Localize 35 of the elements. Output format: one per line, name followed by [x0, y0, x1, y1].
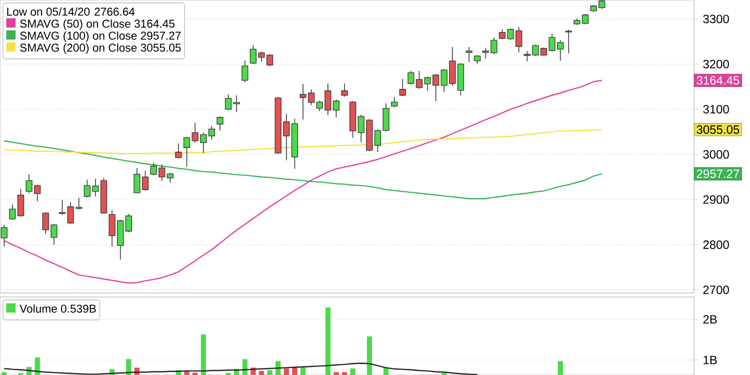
legend-label: SMAVG (50) on Close 3164.45 [20, 19, 174, 30]
candlestick [466, 46, 472, 62]
candlestick [565, 29, 572, 54]
y-tick-label: 2B [703, 315, 717, 324]
candlestick [332, 98, 340, 118]
legend-label: Volume 0.539B [20, 304, 96, 313]
candlestick [216, 116, 224, 131]
candlestick [175, 143, 182, 159]
legend-label: SMAVG (100) on Close 2957.27 [20, 31, 181, 42]
candlestick [125, 214, 132, 232]
y-tick-label: 3300 [703, 14, 729, 24]
candlestick [399, 78, 406, 97]
annotation: Low on 05/14/20 [7, 7, 90, 16]
y-tick-label: 1B [704, 356, 717, 364]
y-tick-label: 2800 [703, 240, 729, 249]
y-tick-label: 3100 [703, 104, 729, 114]
candlestick [224, 94, 232, 111]
annotation: 2766.64 [94, 8, 135, 16]
y-tick-label: 3200 [703, 60, 729, 68]
text: 2957.27 [696, 170, 740, 178]
y-tick-label: 2900 [703, 195, 729, 204]
candlestick [166, 172, 174, 184]
candlestick [242, 60, 248, 83]
text: 3164.45 [696, 76, 740, 85]
candlestick [208, 126, 216, 140]
candlestick [233, 94, 240, 112]
candlestick [341, 83, 348, 98]
y-tick-label: 2700 [703, 286, 729, 294]
legend-label: SMAVG (200) on Close 3055.05 [20, 43, 181, 54]
y-tick-label: 3000 [703, 150, 729, 159]
text: 3055.05 [696, 125, 740, 134]
candlestick [0, 224, 8, 247]
candlestick [408, 70, 414, 85]
candlestick [183, 136, 190, 167]
candlestick [390, 96, 398, 108]
